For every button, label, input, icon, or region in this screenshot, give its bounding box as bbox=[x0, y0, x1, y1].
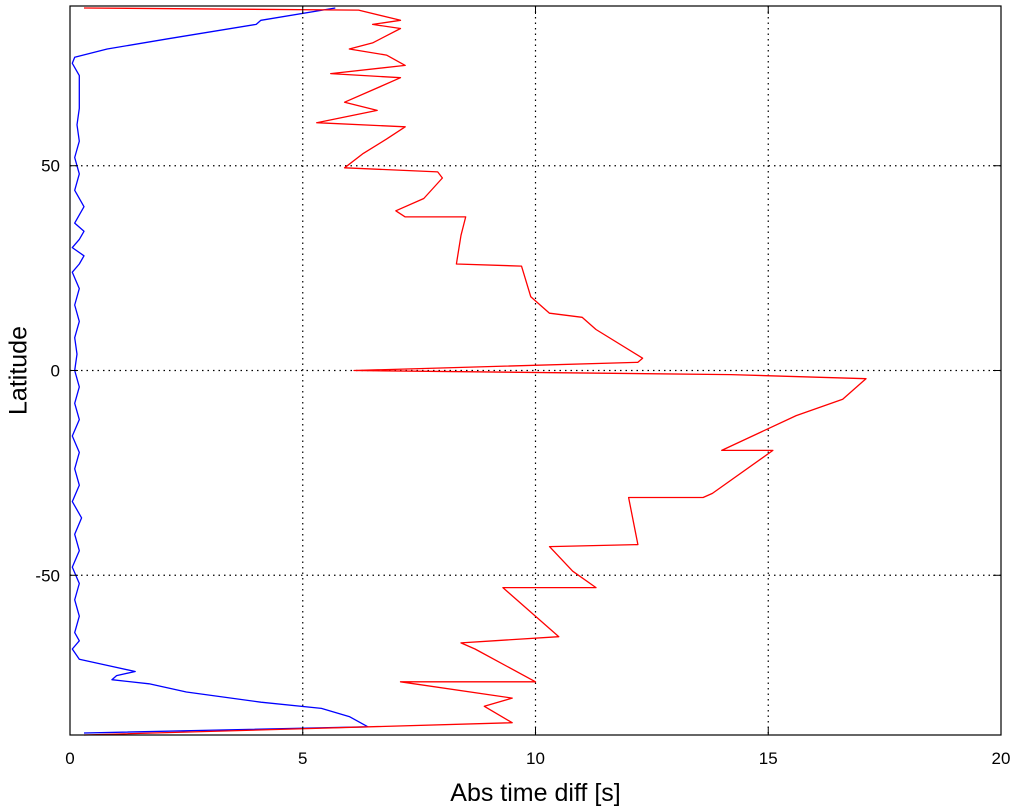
x-tick-label: 10 bbox=[526, 749, 545, 768]
y-tick-label: -50 bbox=[35, 566, 60, 585]
grid-lines bbox=[70, 6, 1001, 735]
series-layer bbox=[71, 7, 867, 736]
series-line-2 bbox=[83, 7, 867, 736]
x-tick-label: 5 bbox=[298, 749, 307, 768]
series-line-1 bbox=[71, 7, 369, 734]
x-tick-label: 15 bbox=[759, 749, 778, 768]
x-tick-label: 20 bbox=[992, 749, 1011, 768]
y-tick-label: 0 bbox=[51, 362, 60, 381]
tick-labels: 0 5 10 15 20 -50 0 50 bbox=[35, 157, 1010, 768]
x-tick-label: 0 bbox=[65, 749, 74, 768]
y-axis-title: Latitude bbox=[5, 326, 33, 415]
x-axis-title: Abs time diff [s] bbox=[450, 779, 620, 807]
y-tick-label: 50 bbox=[41, 157, 60, 176]
tick-marks bbox=[69, 6, 1002, 735]
